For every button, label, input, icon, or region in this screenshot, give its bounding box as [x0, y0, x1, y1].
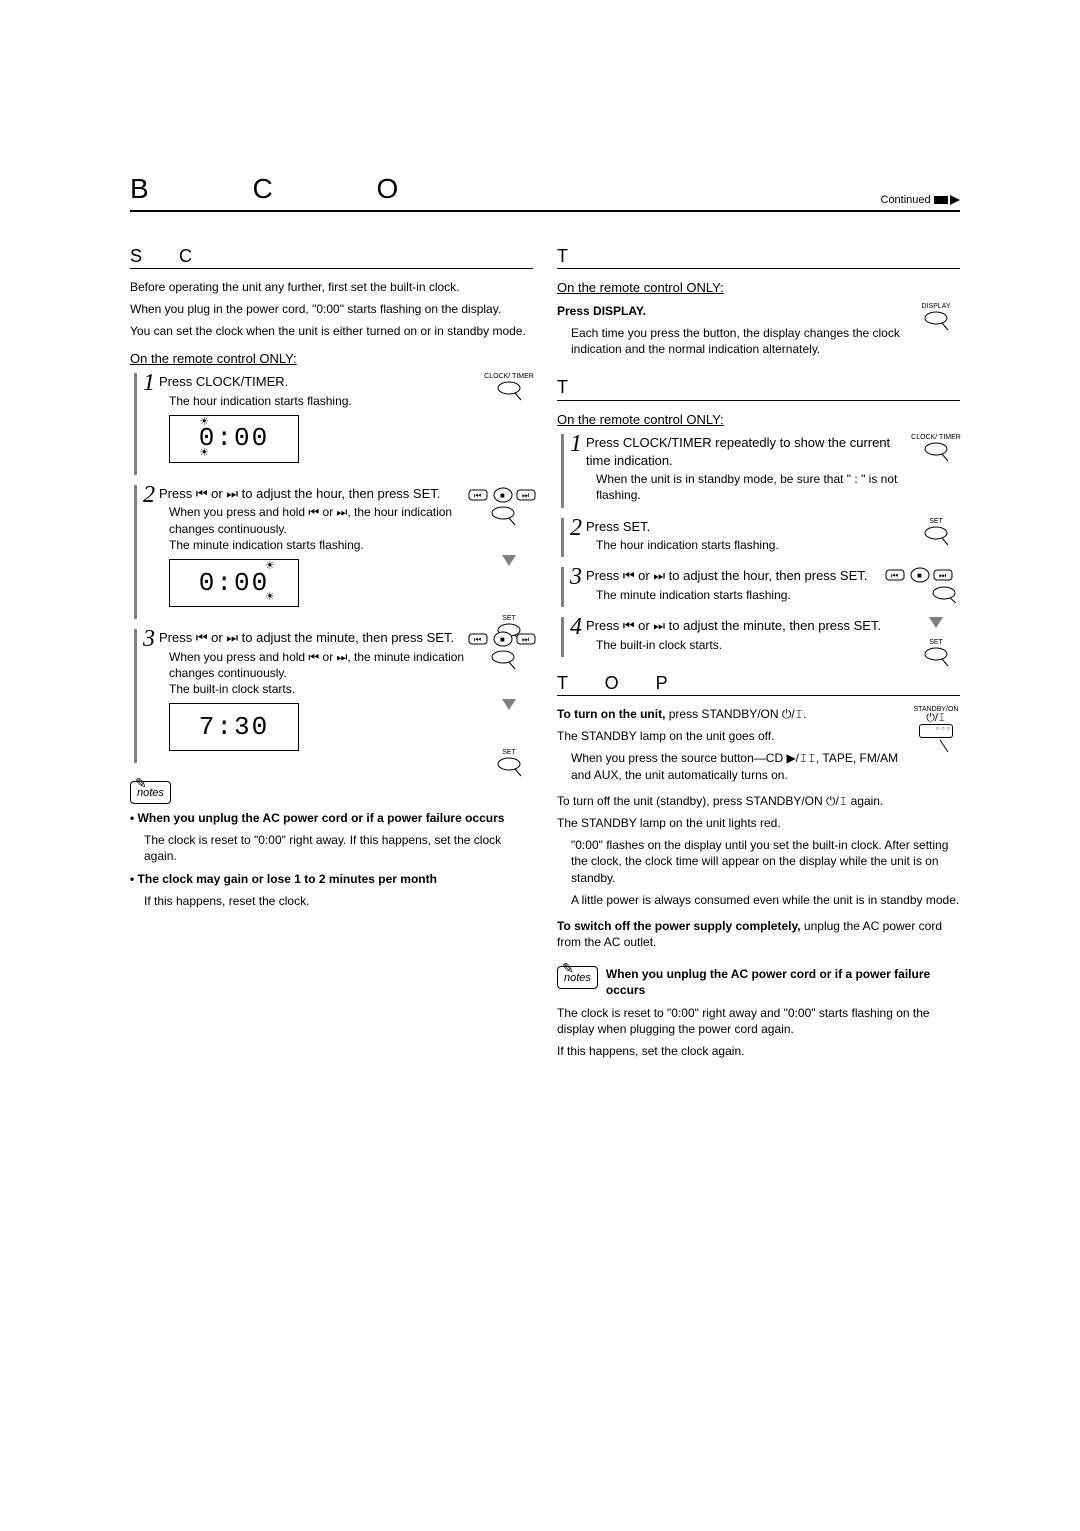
section-power: T O P: [557, 671, 960, 696]
section-t: T: [557, 244, 960, 269]
svg-text:⏮: ⏮: [474, 491, 481, 500]
page-title: B C O: [130, 170, 881, 208]
step-title: Press ⏮ or ⏭ to adjust the minute, then …: [586, 617, 960, 635]
power-text: "0:00" flashes on the display until you …: [557, 837, 960, 886]
step-1: 1 Press CLOCK/TIMER repeatedly to show t…: [561, 434, 960, 507]
step-number: 3: [143, 623, 155, 655]
lcd-display: 0:00 ☀ ☀: [169, 415, 299, 463]
standby-on-button-icon: STANDBY/ON ⏻/𝙸: [908, 706, 964, 754]
svg-text:■: ■: [500, 491, 505, 500]
svg-text:⏭: ⏭: [522, 491, 529, 500]
note-body: If this happens, reset the clock.: [130, 893, 533, 909]
page-header: B C O Continued: [130, 170, 960, 212]
step-body: The hour indication starts flashing.: [159, 393, 533, 409]
step-1: 1 Press CLOCK/TIMER. The hour indication…: [134, 373, 533, 475]
step-3: 3 Press ⏮ or ⏭ to adjust the hour, then …: [561, 567, 960, 607]
lcd-display: 0:00 ☀ ☀: [169, 559, 299, 607]
step-4: 4 Press ⏮ or ⏭ to adjust the minute, the…: [561, 617, 960, 657]
skip-buttons-icon: ⏮ ■ ⏭: [467, 629, 539, 671]
note-title: • When you unplug the AC power cord or i…: [130, 810, 533, 826]
remote-only-label: On the remote control ONLY:: [130, 350, 533, 368]
step-body: The hour indication starts flashing.: [586, 537, 960, 553]
step-body: The built-in clock starts.: [159, 681, 533, 697]
intro-text: Before operating the unit any further, f…: [130, 279, 533, 295]
step-body: The minute indication starts flashing.: [159, 537, 533, 553]
power-text: To turn off the unit (standby), press ST…: [557, 793, 960, 809]
step-number: 1: [143, 367, 155, 399]
svg-text:⏭: ⏭: [939, 571, 946, 580]
step-2: 2 Press SET. The hour indication starts …: [561, 518, 960, 558]
section-setting-clock: S C: [130, 244, 533, 269]
svg-text:⏮: ⏮: [891, 571, 898, 580]
skip-buttons-icon: ⏮ ■ ⏭: [884, 567, 966, 603]
step-number: 2: [570, 512, 582, 544]
power-text: A little power is always consumed even w…: [557, 892, 960, 908]
step-2: 2 Press ⏮ or ⏭ to adjust the hour, then …: [134, 485, 533, 619]
clock-timer-button-icon: CLOCK/ TIMER: [481, 373, 537, 402]
svg-text:⏭: ⏭: [522, 635, 529, 644]
power-text: The STANDBY lamp on the unit goes off.: [557, 728, 900, 744]
power-text: To switch off the power supply completel…: [557, 918, 960, 950]
power-text: To turn on the unit, press STANDBY/ON ⏻/…: [557, 706, 900, 722]
step-body: The built-in clock starts.: [586, 637, 960, 653]
note-title: • The clock may gain or lose 1 to 2 minu…: [130, 871, 533, 887]
set-button-icon: SET: [908, 639, 964, 668]
down-arrow-icon: [908, 617, 964, 630]
intro-text: You can set the clock when the unit is e…: [130, 323, 533, 339]
note-body: The clock is reset to "0:00" right away …: [557, 1005, 960, 1037]
note-body: The clock is reset to "0:00" right away.…: [130, 832, 533, 864]
step-title: Press CLOCK/TIMER.: [159, 373, 533, 391]
svg-text:■: ■: [917, 571, 922, 580]
right-column: T On the remote control ONLY: Press DISP…: [557, 240, 960, 1065]
display-instruction-body: Each time you press the button, the disp…: [557, 325, 904, 357]
step-number: 2: [143, 479, 155, 511]
power-text: The STANDBY lamp on the unit lights red.: [557, 815, 960, 831]
notes-badge: notes: [130, 781, 171, 804]
step-number: 1: [570, 428, 582, 460]
step-title: Press CLOCK/TIMER repeatedly to show the…: [586, 434, 960, 469]
step-body: When the unit is in standby mode, be sur…: [586, 471, 960, 503]
step-title: Press SET.: [586, 518, 960, 536]
display-button-icon: DISPLAY: [908, 303, 964, 332]
continued-arrow-icon: [950, 195, 960, 205]
step-number: 3: [570, 561, 582, 593]
intro-text: When you plug in the power cord, "0:00" …: [130, 301, 533, 317]
power-text: When you press the source button—CD ▶/𝙸𝙸…: [557, 750, 900, 782]
step-3: 3 Press ⏮ or ⏭ to adjust the minute, the…: [134, 629, 533, 763]
clock-timer-button-icon: CLOCK/ TIMER: [908, 434, 964, 463]
remote-only-label: On the remote control ONLY:: [557, 411, 960, 429]
set-button-icon: SET: [481, 749, 537, 778]
note-title: When you unplug the AC power cord or if …: [606, 966, 960, 998]
skip-buttons-icon: ⏮ ■ ⏭: [467, 485, 539, 527]
svg-text:■: ■: [500, 635, 505, 644]
step-number: 4: [570, 611, 582, 643]
lcd-display: 7:30: [169, 703, 299, 751]
down-arrow-icon: [481, 555, 537, 568]
remote-only-label: On the remote control ONLY:: [557, 279, 960, 297]
left-column: S C Before operating the unit any furthe…: [130, 240, 533, 1065]
display-instruction-title: Press DISPLAY.: [557, 303, 904, 319]
continued-label: Continued: [881, 191, 961, 208]
down-arrow-icon: [481, 699, 537, 712]
set-button-icon: SET: [908, 518, 964, 547]
section-t2: T: [557, 375, 960, 400]
svg-text:⏮: ⏮: [474, 635, 481, 644]
notes-badge: notes: [557, 966, 598, 989]
note-body: If this happens, set the clock again.: [557, 1043, 960, 1059]
